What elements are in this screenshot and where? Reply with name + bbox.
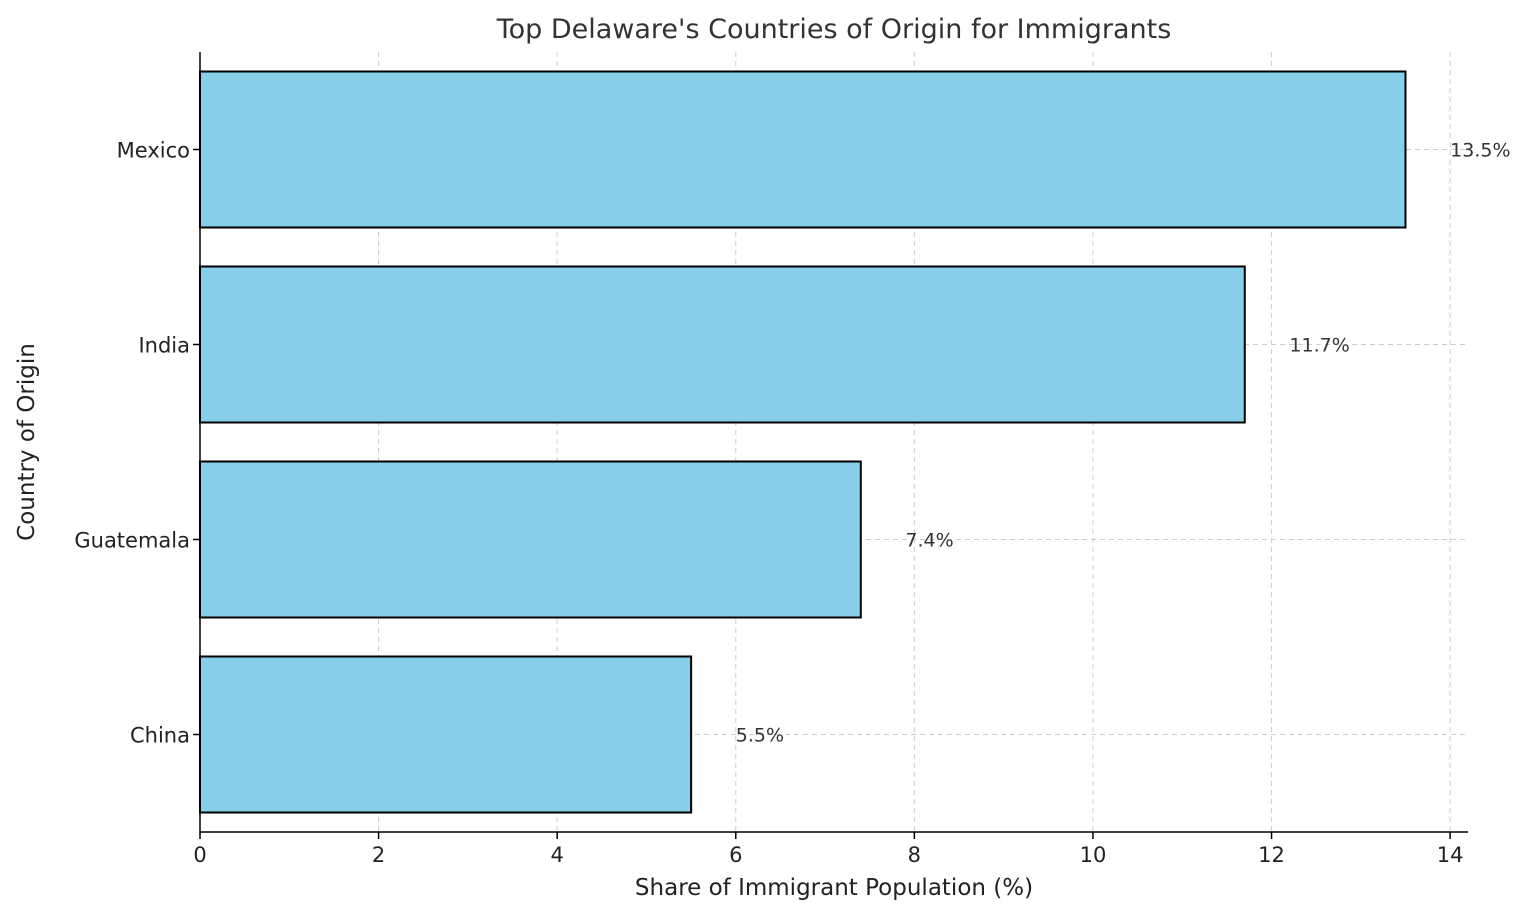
x-axis-label: Share of Immigrant Population (%) [635,875,1033,901]
data-label: 5.5% [736,725,784,747]
x-tick-label: 4 [550,843,563,867]
data-label: 7.4% [905,530,953,552]
x-tick-label: 0 [193,843,206,867]
x-tick-label: 6 [729,843,742,867]
y-tick-label: India [138,334,190,358]
x-tick-label: 8 [908,843,921,867]
data-labels: 13.5% 11.7% 7.4% 5.5% [736,140,1511,747]
bar-mexico [199,70,1407,229]
x-tick-label: 14 [1437,843,1464,867]
bars [199,70,1407,814]
bar-china [199,655,693,814]
y-tick-label: China [130,724,190,748]
chart-title: Top Delaware's Countries of Origin for I… [496,14,1172,45]
x-tick-label: 10 [1080,843,1107,867]
x-tick-label: 2 [372,843,385,867]
y-axis-label: Country of Origin [14,343,40,541]
x-tick-label: 12 [1258,843,1285,867]
axes: 0 2 4 6 8 10 12 14 Mexico India Guatemala China [74,52,1468,867]
data-label: 11.7% [1289,335,1349,357]
bar-guatemala [199,460,862,619]
y-tick-label: Mexico [117,139,190,163]
bar-india [199,265,1246,424]
data-label: 13.5% [1450,140,1510,162]
y-tick-label: Guatemala [74,529,190,553]
